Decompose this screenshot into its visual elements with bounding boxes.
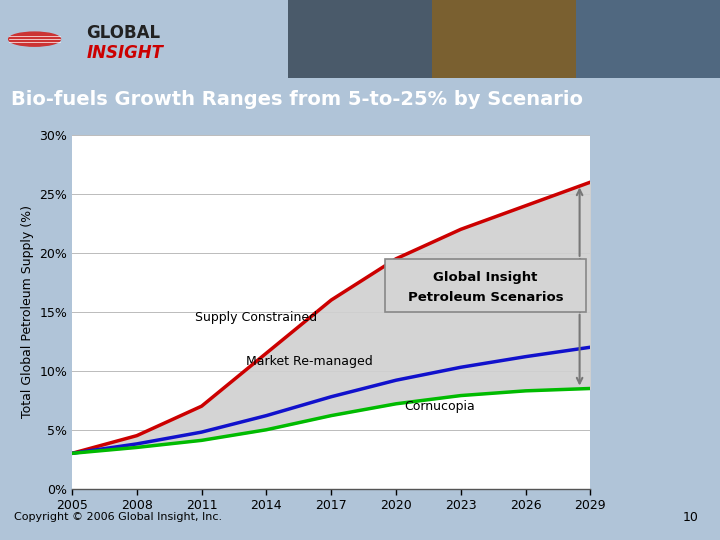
Bar: [432, 0, 576, 78]
Text: Petroleum Scenarios: Petroleum Scenarios: [408, 291, 564, 303]
Bar: [576, 0, 720, 78]
Y-axis label: Total Global Petroleum Supply (%): Total Global Petroleum Supply (%): [21, 205, 34, 418]
Bar: [288, 0, 432, 78]
Circle shape: [9, 32, 60, 46]
Text: Supply Constrained: Supply Constrained: [194, 311, 317, 324]
Text: Copyright © 2006 Global Insight, Inc.: Copyright © 2006 Global Insight, Inc.: [14, 512, 222, 522]
Text: Market Re-managed: Market Re-managed: [246, 355, 373, 368]
Text: Cornucopia: Cornucopia: [404, 400, 474, 413]
Text: Bio-fuels Growth Ranges from 5-to-25% by Scenario: Bio-fuels Growth Ranges from 5-to-25% by…: [11, 90, 582, 110]
Text: INSIGHT: INSIGHT: [86, 44, 163, 62]
Text: 10: 10: [683, 510, 698, 524]
Text: Global Insight: Global Insight: [433, 271, 538, 284]
Text: GLOBAL: GLOBAL: [86, 24, 161, 42]
FancyBboxPatch shape: [385, 259, 586, 312]
